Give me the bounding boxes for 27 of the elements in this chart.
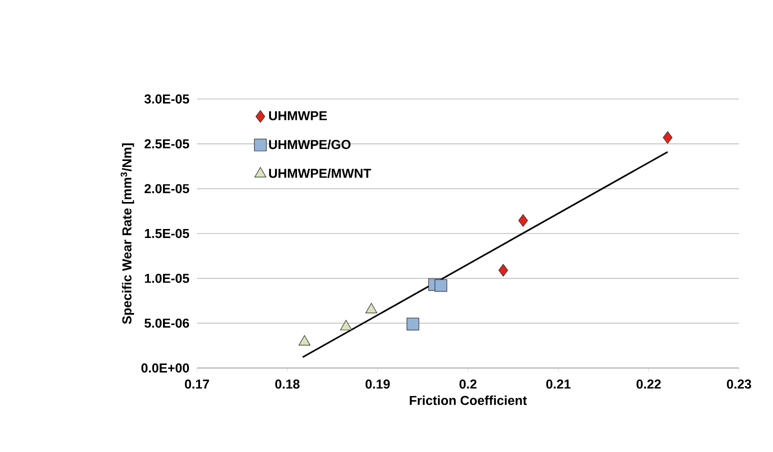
y-tick-label: 1.5E-05 bbox=[144, 228, 190, 238]
x-tick-label: 0.18 bbox=[275, 379, 300, 389]
legend-label: UHMWPE bbox=[269, 111, 327, 120]
x-tick-label: 0.17 bbox=[184, 379, 210, 389]
y-axis-title: Specific Wear Rate [mm$^{3}$/Nm] bbox=[120, 143, 134, 324]
point bbox=[434, 279, 448, 292]
x-tick-label: 0.21 bbox=[546, 379, 571, 389]
point bbox=[518, 214, 528, 227]
x-axis-title: Friction Coefficient bbox=[410, 396, 527, 406]
y-tick-label: 0.0E+00 bbox=[141, 363, 189, 373]
y-tick-label: 2.5E-05 bbox=[144, 139, 190, 148]
point bbox=[406, 318, 420, 330]
point bbox=[662, 131, 672, 144]
y-tick-label: 2.0E-05 bbox=[144, 184, 190, 194]
point bbox=[498, 264, 508, 277]
x-tick-label: 0.22 bbox=[636, 379, 661, 389]
y-tick-label: 1.0E-05 bbox=[144, 274, 190, 283]
point bbox=[298, 335, 310, 346]
legend-label: UHMWPE/MWNT bbox=[269, 168, 372, 178]
point bbox=[365, 302, 378, 314]
x-tick-label: 0.19 bbox=[366, 379, 390, 389]
y-tick-label: 3.0E-05 bbox=[144, 94, 190, 104]
x-tick-label: 0.2 bbox=[460, 379, 476, 389]
y-tick-label: 5.0E-06 bbox=[144, 318, 190, 328]
x-tick-label: 0.23 bbox=[726, 379, 752, 389]
legend-label: UHMWPE/GO bbox=[269, 140, 351, 150]
point bbox=[340, 320, 352, 330]
